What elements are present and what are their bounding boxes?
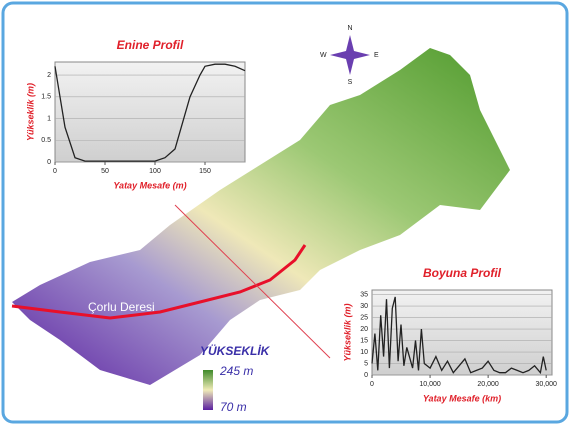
x-tick-label: 100	[149, 168, 161, 175]
y-axis-label: Yükseklik (m)	[25, 83, 35, 141]
river-label: Çorlu Deresi	[88, 300, 155, 314]
compass-w: W	[320, 52, 327, 59]
y-tick-label: 10	[360, 349, 368, 356]
chart-title: Enine Profil	[117, 38, 184, 52]
legend-title: YÜKSEKLİK	[200, 343, 271, 358]
y-tick-label: 2	[47, 72, 51, 79]
compass-s: S	[348, 79, 353, 86]
y-tick-label: 1	[47, 115, 51, 122]
x-tick-label: 0	[53, 168, 57, 175]
y-tick-label: 0	[47, 159, 51, 166]
y-tick-label: 25	[360, 314, 368, 321]
x-tick-label: 20,000	[477, 381, 499, 388]
x-axis-label: Yatay Mesafe (km)	[423, 393, 501, 403]
y-tick-label: 15	[360, 337, 368, 344]
y-tick-label: 5	[364, 360, 368, 367]
x-tick-label: 150	[199, 168, 211, 175]
legend-high: 245 m	[219, 364, 253, 378]
x-tick-label: 30,000	[535, 381, 557, 388]
x-tick-label: 50	[101, 168, 109, 175]
compass-e: E	[374, 52, 379, 59]
chart-title: Boyuna Profil	[423, 266, 502, 280]
y-axis-label: Yükseklik (m)	[342, 303, 352, 361]
y-tick-label: 0	[364, 372, 368, 379]
y-tick-label: 35	[360, 291, 368, 298]
x-tick-label: 0	[370, 381, 374, 388]
plot-area	[55, 62, 245, 162]
x-tick-label: 10,000	[419, 381, 441, 388]
y-tick-label: 20	[360, 326, 368, 333]
legend-low: 70 m	[220, 400, 247, 414]
page: Çorlu Deresi N E S W YÜKSEKLİK 245 m 70 …	[0, 0, 570, 425]
x-axis-label: Yatay Mesafe (m)	[113, 180, 186, 190]
y-tick-label: 0.5	[41, 137, 51, 144]
compass-n: N	[347, 25, 352, 32]
y-tick-label: 1.5	[41, 94, 51, 101]
y-tick-label: 30	[360, 303, 368, 310]
legend-ramp	[203, 370, 213, 410]
